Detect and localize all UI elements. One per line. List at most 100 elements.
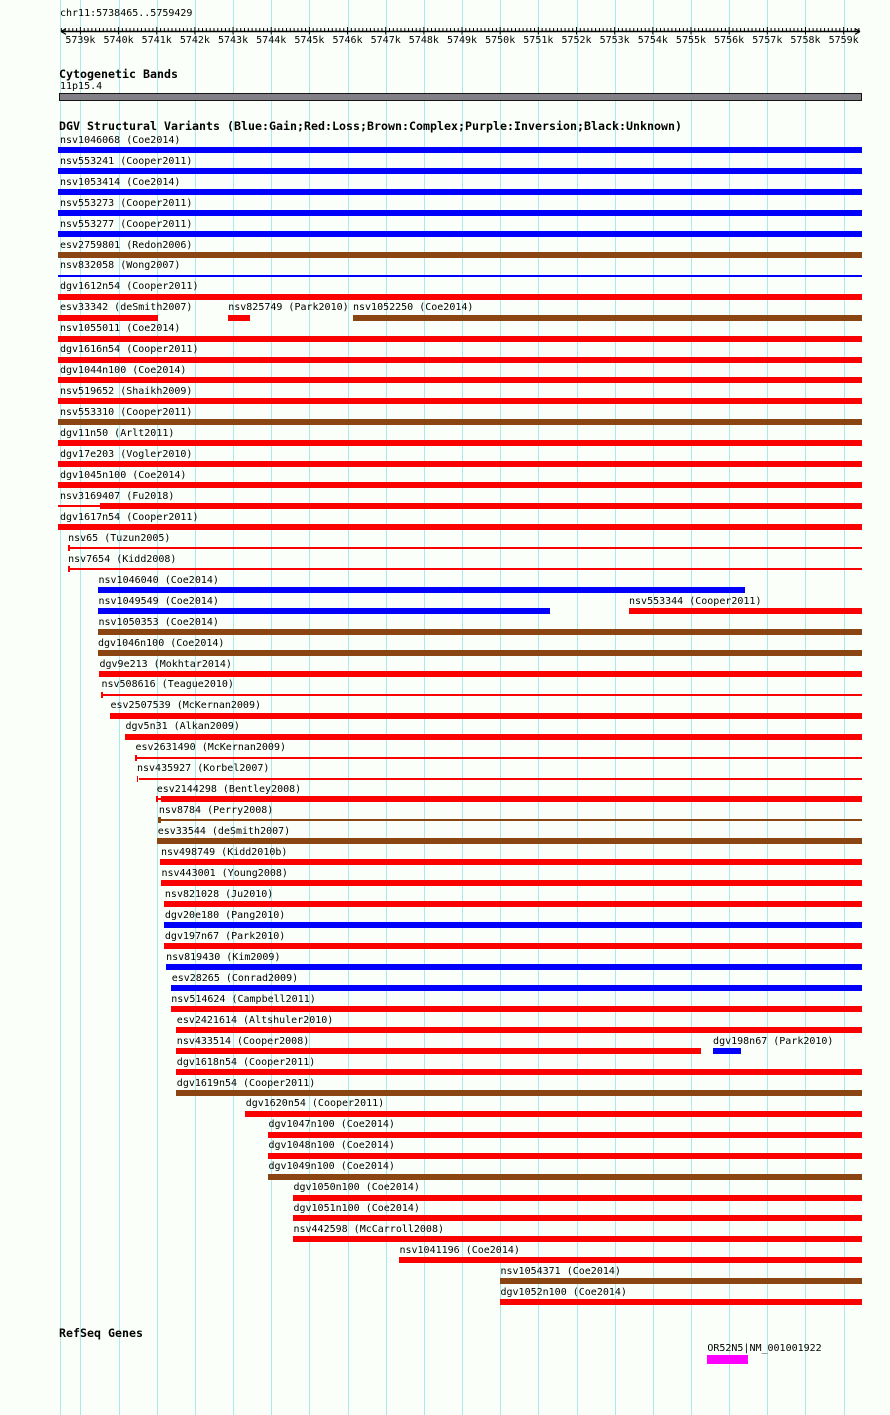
variant-bar[interactable] [292, 1236, 862, 1243]
variant-bar[interactable] [164, 943, 862, 950]
ruler-tick-label: 5751k [523, 34, 554, 46]
variant-bar[interactable] [158, 798, 162, 801]
variant-label: dgv11n50 (Arlt2011) [60, 428, 175, 440]
variant-bar[interactable] [161, 796, 862, 803]
variant-bar[interactable] [292, 1194, 862, 1201]
gridline [767, 0, 769, 1415]
variant-bar[interactable] [227, 314, 251, 321]
gridline [194, 0, 196, 1415]
variant-bar[interactable] [156, 796, 159, 803]
variant-bar[interactable] [58, 377, 862, 384]
variant-bar[interactable] [171, 985, 862, 991]
variant-label: dgv17e203 (Vogler2010) [60, 449, 193, 460]
variant-bar[interactable] [176, 1047, 702, 1054]
variant-label: dgv5n31 (Alkan2009) [125, 721, 240, 733]
variant-label: esv2631490 (McKernan2009) [135, 742, 286, 754]
variant-bar[interactable] [58, 293, 862, 300]
variant-bar[interactable] [58, 314, 158, 321]
variant-label: nsv553344 (Cooper2011) [629, 595, 762, 607]
gridline [271, 0, 273, 1415]
variant-bar[interactable] [170, 1005, 862, 1012]
variant-bar[interactable] [352, 314, 862, 321]
variant-bar[interactable] [164, 922, 862, 929]
variant-bar[interactable] [292, 1215, 862, 1222]
variant-bar[interactable] [98, 628, 862, 635]
variant-bar[interactable] [109, 712, 862, 719]
gridline [233, 0, 235, 1415]
variant-bar[interactable] [58, 419, 862, 426]
variant-label: nsv553277 (Cooper2011) [60, 218, 193, 230]
ruler-axis [60, 27, 861, 35]
variant-bar[interactable] [398, 1257, 862, 1264]
ruler-tick-label: 5748k [408, 34, 439, 46]
variant-bar[interactable] [58, 230, 862, 237]
variant-bar[interactable] [138, 777, 862, 780]
variant-label: dgv1616n54 (Cooper2011) [60, 344, 199, 356]
variant-bar[interactable] [97, 649, 862, 656]
variant-bar[interactable] [176, 1026, 862, 1033]
variant-bar[interactable] [58, 209, 862, 216]
variant-bar[interactable] [136, 756, 862, 759]
variant-bar[interactable] [99, 503, 862, 510]
variant-bar[interactable] [712, 1047, 742, 1054]
variant-bar[interactable] [58, 356, 862, 363]
variant-bar[interactable] [58, 147, 862, 153]
variant-bar[interactable] [499, 1299, 862, 1306]
variant-bar[interactable] [165, 964, 862, 971]
variant-bar[interactable] [136, 775, 139, 782]
variant-bar[interactable] [58, 251, 862, 258]
variant-bar[interactable] [98, 586, 745, 593]
gene-bar[interactable] [707, 1355, 749, 1364]
dgv-header: DGV Structural Variants (Blue:Gain;Red:L… [59, 118, 683, 133]
variant-label: nsv443001 (Young2008) [161, 868, 288, 879]
gridline [385, 0, 387, 1415]
variant-bar[interactable] [160, 819, 862, 822]
variant-bar[interactable] [245, 1110, 862, 1117]
cytoband-bar [58, 93, 862, 101]
variant-label: dgv1051n100 (Coe2014) [293, 1203, 420, 1215]
variant-bar[interactable] [58, 482, 862, 489]
variant-bar[interactable] [58, 398, 862, 405]
variant-bar[interactable] [58, 167, 862, 174]
variant-bar[interactable] [67, 545, 70, 552]
variant-bar[interactable] [69, 547, 862, 550]
gridline [538, 0, 540, 1415]
variant-label: nsv65 (Tuzun2005) [68, 532, 171, 544]
region-title: chr11:5738465..5759429 [60, 8, 193, 19]
variant-bar[interactable] [160, 880, 862, 887]
variant-bar[interactable] [58, 440, 862, 447]
variant-bar[interactable] [176, 1068, 862, 1075]
variant-bar[interactable] [98, 607, 550, 614]
variant-bar[interactable] [160, 859, 862, 866]
variant-bar[interactable] [124, 733, 862, 740]
variant-bar[interactable] [164, 901, 862, 908]
variant-bar[interactable] [157, 838, 862, 845]
variant-bar[interactable] [628, 607, 862, 614]
variant-bar[interactable] [499, 1278, 862, 1285]
variant-bar[interactable] [134, 754, 137, 761]
variant-label: dgv1612n54 (Cooper2011) [60, 281, 199, 293]
variant-bar[interactable] [176, 1089, 862, 1096]
variant-label: dgv1619n54 (Cooper2011) [176, 1077, 316, 1089]
variant-bar[interactable] [69, 568, 862, 570]
variant-bar[interactable] [58, 274, 862, 277]
variant-bar[interactable] [67, 566, 70, 572]
variant-label: dgv197n67 (Park2010) [164, 930, 286, 942]
variant-bar[interactable] [58, 188, 862, 195]
ruler-tick-label: 5746k [332, 34, 363, 46]
variant-label: esv33342 (deSmith2007) [60, 302, 193, 314]
ruler-tick-label: 5750k [485, 34, 516, 46]
variant-bar[interactable] [58, 461, 862, 468]
variant-label: dgv1620n54 (Cooper2011) [245, 1098, 385, 1110]
variant-bar[interactable] [100, 691, 103, 698]
variant-bar[interactable] [267, 1152, 862, 1159]
variant-bar[interactable] [58, 335, 862, 342]
variant-bar[interactable] [58, 505, 100, 508]
variant-bar[interactable] [58, 524, 862, 531]
variant-bar[interactable] [102, 693, 862, 696]
variant-bar[interactable] [158, 817, 161, 824]
ruler-tick-label: 5743k [217, 34, 249, 46]
variant-bar[interactable] [267, 1173, 862, 1180]
variant-bar[interactable] [267, 1131, 862, 1138]
variant-bar[interactable] [99, 670, 862, 677]
